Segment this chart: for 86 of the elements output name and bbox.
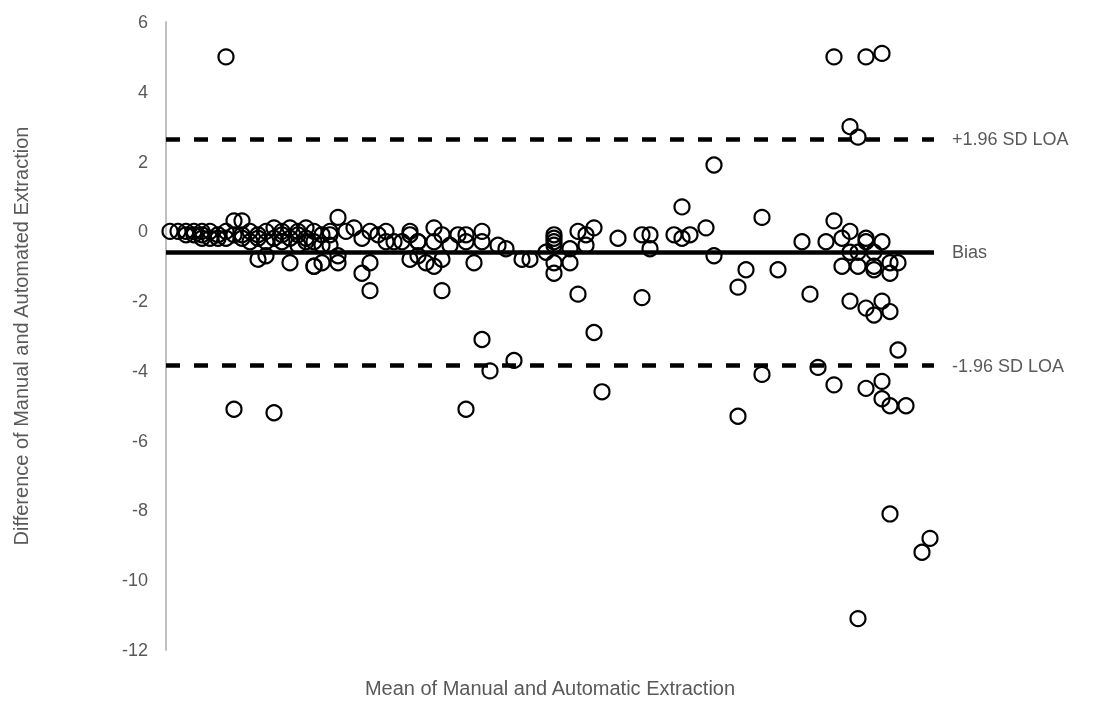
point xyxy=(641,226,659,244)
point xyxy=(217,229,235,247)
point xyxy=(873,390,891,408)
point xyxy=(833,257,851,275)
point xyxy=(673,198,691,216)
point xyxy=(545,229,563,247)
point xyxy=(825,212,843,230)
y-tick-label: -10 xyxy=(121,570,148,591)
point xyxy=(361,282,379,300)
point xyxy=(457,400,475,418)
point xyxy=(457,233,475,251)
point xyxy=(881,264,899,282)
point xyxy=(857,229,875,247)
point xyxy=(313,226,331,244)
y-tick-label: -6 xyxy=(131,430,148,451)
point xyxy=(473,233,491,251)
point xyxy=(329,247,347,265)
point xyxy=(857,233,875,251)
point xyxy=(201,229,219,247)
point xyxy=(873,44,891,62)
point xyxy=(305,222,323,240)
point xyxy=(865,306,883,324)
point xyxy=(881,302,899,321)
point xyxy=(257,222,275,240)
point xyxy=(585,323,603,342)
point xyxy=(889,254,907,272)
x-axis-title: Mean of Manual and Automatic Extraction xyxy=(364,677,736,699)
point xyxy=(265,229,283,247)
point xyxy=(401,226,419,244)
point xyxy=(729,407,747,425)
y-tick-label: -2 xyxy=(131,291,148,312)
point xyxy=(545,254,563,272)
point xyxy=(873,372,891,390)
point xyxy=(857,299,875,317)
point xyxy=(425,219,443,237)
point xyxy=(849,610,867,628)
point xyxy=(873,292,891,310)
point xyxy=(225,226,243,244)
point xyxy=(433,226,451,244)
point xyxy=(865,261,883,279)
ref-line-label: Bias xyxy=(952,242,988,263)
point xyxy=(273,233,291,251)
point xyxy=(849,257,867,275)
point xyxy=(281,219,299,237)
point xyxy=(273,226,291,244)
y-tick-label: -4 xyxy=(131,360,148,381)
y-axis-title: Difference of Manual and Automated Extraction xyxy=(10,126,32,546)
point xyxy=(841,292,859,310)
point xyxy=(881,254,899,272)
point xyxy=(305,233,323,251)
ref-line-label: -1.96 SD LOA xyxy=(952,355,1065,376)
point xyxy=(321,226,339,244)
point xyxy=(561,254,579,272)
point xyxy=(177,226,195,244)
point xyxy=(545,264,563,282)
point xyxy=(353,264,371,282)
point xyxy=(857,379,875,397)
point xyxy=(329,254,347,272)
point xyxy=(753,365,771,383)
point xyxy=(377,233,395,251)
point xyxy=(225,400,243,418)
y-tick-label: 2 xyxy=(137,151,148,172)
y-tick-label: -12 xyxy=(121,640,148,660)
point xyxy=(433,282,451,300)
point xyxy=(241,233,259,251)
point xyxy=(305,257,323,275)
point xyxy=(425,233,443,251)
point xyxy=(569,285,587,303)
point xyxy=(265,219,283,237)
point xyxy=(409,247,427,265)
y-tick-label: 0 xyxy=(137,221,148,242)
point xyxy=(633,226,651,244)
y-tick-label: 6 xyxy=(137,12,148,32)
point xyxy=(825,48,843,66)
y-tick-label: 4 xyxy=(137,81,148,102)
point xyxy=(705,247,723,265)
point xyxy=(217,222,235,240)
point xyxy=(209,229,227,247)
point xyxy=(841,222,859,240)
ref-line-label: +1.96 SD LOA xyxy=(952,128,1069,149)
point xyxy=(473,222,491,240)
y-tick-label: -8 xyxy=(131,500,148,521)
point xyxy=(841,243,859,261)
point xyxy=(881,505,899,523)
point xyxy=(257,233,275,251)
point xyxy=(361,254,379,272)
